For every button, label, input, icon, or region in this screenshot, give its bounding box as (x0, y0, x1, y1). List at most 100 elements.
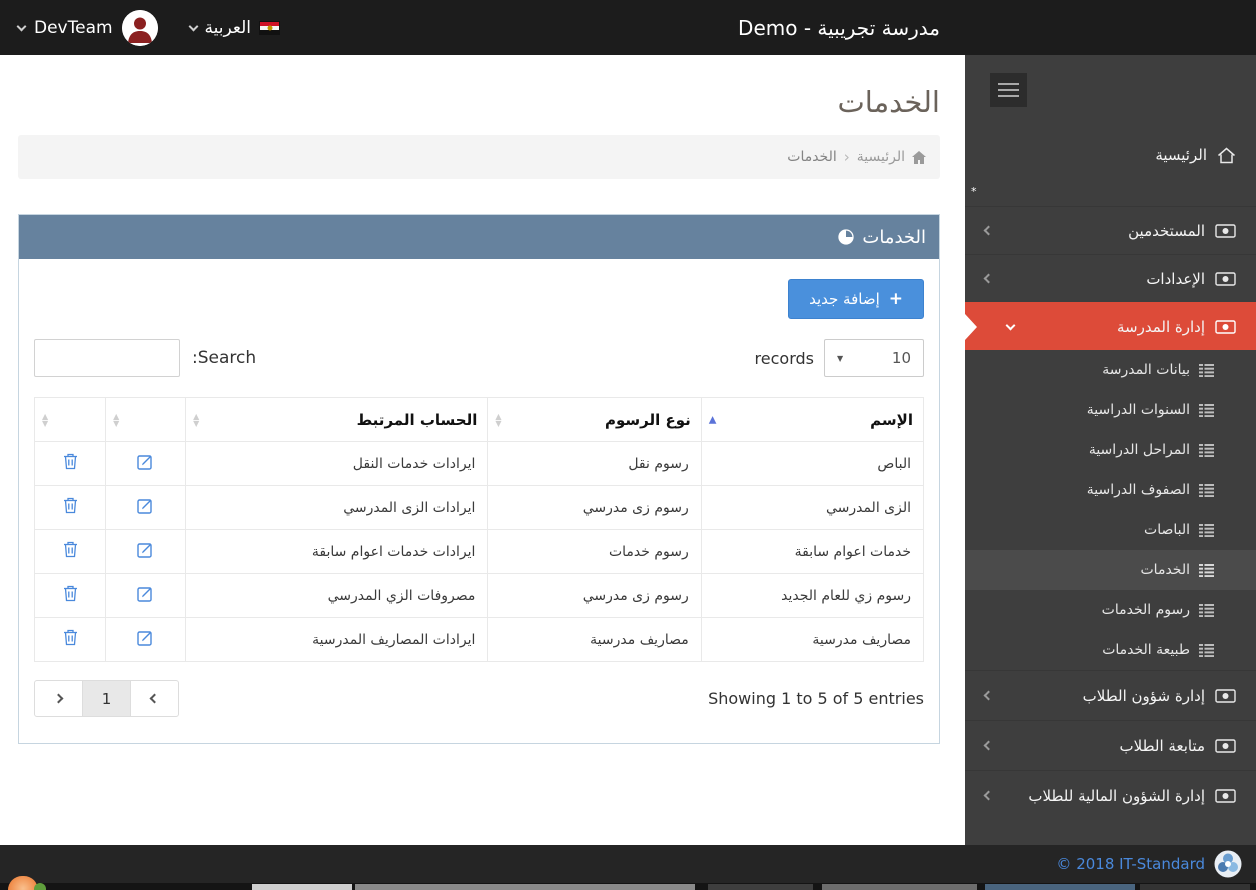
panel-header: الخدمات (19, 215, 939, 259)
sidebar-subitem-services[interactable]: الخدمات (965, 550, 1256, 590)
language-menu[interactable]: العربية (188, 18, 281, 38)
list-icon (1199, 483, 1214, 497)
table-row: مصاريف مدرسية مصاريف مدرسية ايرادات المص… (33, 617, 925, 662)
search-input[interactable] (34, 339, 180, 377)
cell-account: ايرادات خدمات اعوام سابقة (185, 529, 489, 574)
list-icon (1199, 643, 1214, 657)
cell-account: ايرادات المصاريف المدرسية (185, 617, 489, 662)
copyright-text: © 2018 IT-Standard (1056, 855, 1205, 873)
cell-name: الزى المدرسي (700, 485, 925, 530)
home-icon (1217, 147, 1236, 164)
records-select[interactable]: 10 ▼ (824, 339, 924, 377)
delete-icon[interactable] (63, 453, 78, 474)
sidebar-item-school-admin[interactable]: إدارة المدرسة (965, 302, 1256, 350)
plus-icon: + (888, 289, 903, 309)
taskbar (0, 876, 1256, 890)
sidebar-subitem-label: السنوات الدراسية (1086, 402, 1190, 418)
list-icon (1199, 443, 1214, 457)
list-icon (1199, 363, 1214, 377)
sidebar-subitem-school-years[interactable]: السنوات الدراسية (965, 390, 1256, 430)
sidebar-item-label: إدارة الشؤون المالية للطلاب (1028, 786, 1205, 805)
breadcrumb: الرئيسية ‹ الخدمات (18, 135, 940, 179)
main-content: الخدمات الرئيسية ‹ الخدمات الخدمات + (0, 55, 965, 845)
top-navbar: مدرسة تجريبية - Demo DevTeam العربية (0, 0, 1256, 55)
records-label: records (754, 348, 814, 368)
sort-asc-icon: ▲ (708, 414, 717, 425)
sort-icon: ▲ ▼ (42, 411, 49, 428)
sidebar-toggle-button[interactable] (990, 73, 1027, 107)
sidebar-item-label: إدارة شؤون الطلاب (1082, 686, 1205, 705)
money-icon (1215, 738, 1236, 753)
sidebar-item-label: المستخدمين (1128, 221, 1205, 240)
cell-account: ايرادات الزى المدرسي (185, 485, 489, 530)
services-panel: الخدمات + إضافة جديد 10 (18, 214, 940, 744)
sidebar-subitem-label: بيانات المدرسة (1102, 362, 1190, 378)
pagination-prev-button[interactable] (130, 680, 179, 717)
chevron-left-icon (983, 690, 994, 701)
chevron-left-icon (149, 693, 160, 704)
cell-fee-type: رسوم نقل (487, 441, 702, 486)
user-menu[interactable]: DevTeam (16, 9, 158, 46)
sidebar-item-student-followup[interactable]: متابعة الطلاب (965, 720, 1256, 770)
list-icon (1199, 403, 1214, 417)
edit-icon[interactable] (137, 497, 154, 518)
column-header-name[interactable]: الإسم ▲ (700, 397, 925, 442)
cell-account: مصروفات الزي المدرسي (185, 573, 489, 618)
page-title: الخدمات (837, 85, 940, 119)
list-icon (1199, 563, 1214, 577)
sidebar-subitem-label: المراحل الدراسية (1088, 442, 1190, 458)
edit-icon[interactable] (137, 585, 154, 606)
sidebar-item-home[interactable]: الرئيسية (965, 130, 1256, 180)
column-header-edit[interactable]: ▲ ▼ (105, 397, 187, 442)
sidebar-subitem-school-data[interactable]: بيانات المدرسة (965, 350, 1256, 390)
sidebar-subitem-classes[interactable]: الصفوف الدراسية (965, 470, 1256, 510)
table-row: رسوم زي للعام الجديد رسوم زى مدرسي مصروف… (33, 573, 925, 618)
column-header-fee-type[interactable]: نوع الرسوم ▲ ▼ (487, 397, 702, 442)
delete-icon[interactable] (63, 541, 78, 562)
list-icon (1199, 603, 1214, 617)
sidebar-subitem-service-nature[interactable]: طبيعة الخدمات (965, 630, 1256, 670)
breadcrumb-home-link[interactable]: الرئيسية (856, 149, 905, 165)
sidebar-item-student-affairs[interactable]: إدارة شؤون الطلاب (965, 670, 1256, 720)
sidebar-item-label: إدارة المدرسة (1116, 317, 1205, 336)
taskbar-app-icon (34, 883, 46, 890)
add-new-button[interactable]: + إضافة جديد (788, 279, 924, 319)
edit-icon[interactable] (137, 541, 154, 562)
delete-icon[interactable] (63, 585, 78, 606)
sidebar-subitem-buses[interactable]: الباصات (965, 510, 1256, 550)
pagination-page-1[interactable]: 1 (82, 680, 131, 717)
list-icon (1199, 523, 1214, 537)
pagination-next-button[interactable] (34, 680, 83, 717)
records-per-page: 10 ▼ records (755, 339, 924, 377)
delete-icon[interactable] (63, 629, 78, 650)
money-icon (1215, 223, 1236, 238)
sidebar-item-settings[interactable]: الإعدادات (965, 254, 1256, 302)
add-new-label: إضافة جديد (809, 290, 880, 308)
edit-icon[interactable] (137, 629, 154, 650)
sidebar-item-student-finance[interactable]: إدارة الشؤون المالية للطلاب (965, 770, 1256, 820)
sidebar-item-label: الإعدادات (1146, 269, 1205, 288)
column-header-account[interactable]: الحساب المرتبط ▲ ▼ (185, 397, 489, 442)
money-icon (1215, 788, 1236, 803)
sidebar-item-label: متابعة الطلاب (1119, 736, 1205, 755)
avatar (121, 9, 158, 46)
sidebar-subitem-school-stages[interactable]: المراحل الدراسية (965, 430, 1256, 470)
cell-name: مصاريف مدرسية (700, 617, 925, 662)
sidebar-subitem-label: الخدمات (1140, 562, 1191, 578)
sidebar-subitem-service-fees[interactable]: رسوم الخدمات (965, 590, 1256, 630)
sidebar-subitem-label: طبيعة الخدمات (1102, 642, 1190, 658)
column-header-delete[interactable]: ▲ ▼ (33, 397, 107, 442)
sidebar-item-users[interactable]: المستخدمين (965, 206, 1256, 254)
delete-icon[interactable] (63, 497, 78, 518)
edit-icon[interactable] (137, 453, 154, 474)
money-icon (1215, 271, 1236, 286)
chevron-left-icon (983, 740, 994, 751)
panel-title: الخدمات (862, 226, 926, 248)
chevron-down-icon (188, 21, 198, 31)
chevron-down-icon (16, 21, 27, 31)
cell-fee-type: رسوم زى مدرسي (487, 573, 702, 618)
chevron-left-icon (983, 273, 994, 284)
caret-down-icon: ▼ (837, 353, 844, 363)
home-icon (912, 150, 926, 164)
cell-name: رسوم زي للعام الجديد (700, 573, 925, 618)
